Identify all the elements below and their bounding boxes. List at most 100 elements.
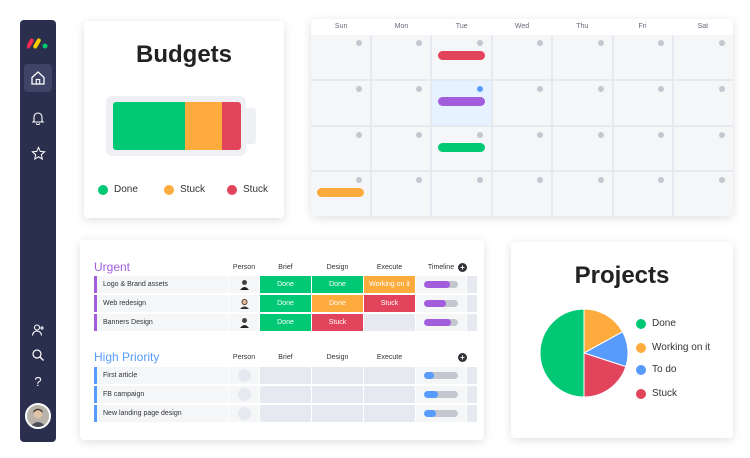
calendar-cell[interactable] [674, 80, 733, 125]
table-row[interactable]: Banners Design Done Stuck [94, 314, 477, 331]
calendar-cell[interactable] [613, 35, 673, 79]
status-cell[interactable]: Stuck [364, 295, 415, 312]
status-cell[interactable] [364, 367, 415, 384]
pie-slice-stuck[interactable] [583, 352, 627, 398]
calendar-cell[interactable] [311, 172, 370, 216]
calendar-cell[interactable] [432, 126, 491, 171]
calendar-cell[interactable] [553, 172, 612, 216]
add-person-icon[interactable] [24, 316, 52, 344]
status-cell[interactable]: Done [312, 276, 363, 293]
item-name[interactable]: First article [94, 367, 228, 384]
timeline-cell[interactable] [416, 295, 466, 312]
status-cell[interactable] [260, 367, 311, 384]
pie-slice-done[interactable] [539, 308, 585, 398]
status-cell[interactable] [312, 367, 363, 384]
person-avatar-icon [239, 318, 249, 328]
calendar-cell[interactable] [492, 172, 552, 216]
calendar-cell[interactable] [674, 35, 733, 79]
person-cell[interactable] [229, 367, 259, 384]
event-pill[interactable] [438, 51, 485, 60]
help-icon[interactable]: ? [34, 373, 42, 389]
event-pill[interactable] [438, 96, 485, 106]
table-row[interactable]: First article [94, 367, 477, 384]
event-pill[interactable] [317, 188, 364, 198]
search-icon[interactable] [24, 341, 52, 369]
empty-person-icon [237, 388, 251, 401]
calendar-cell[interactable] [371, 172, 431, 216]
item-name[interactable]: Logo & Brand assets [94, 276, 228, 293]
calendar-cell[interactable] [432, 35, 491, 79]
status-cell[interactable] [364, 314, 415, 331]
status-cell[interactable] [260, 405, 311, 422]
timeline-cell[interactable] [416, 386, 466, 403]
calendar-cell[interactable] [371, 126, 431, 171]
column-header: Person [232, 264, 256, 271]
column-header: Person [232, 354, 256, 361]
calendar-cell-today[interactable] [432, 80, 491, 125]
status-cell[interactable]: Done [260, 314, 311, 331]
add-column-button[interactable]: + [458, 353, 467, 362]
monday-logo-icon[interactable] [27, 34, 49, 50]
calendar-cell[interactable] [492, 80, 552, 125]
status-cell[interactable] [260, 386, 311, 403]
status-cell[interactable] [312, 405, 363, 422]
column-header: Brief [278, 264, 293, 271]
table-row[interactable]: Logo & Brand assets Done Done Working on… [94, 276, 477, 293]
calendar-cell[interactable] [613, 80, 673, 125]
calendar-cell[interactable] [492, 35, 552, 79]
column-header: Design [326, 264, 349, 271]
timeline-cell[interactable] [416, 276, 466, 293]
calendar-cell[interactable] [674, 126, 733, 171]
group-title-high-priority[interactable]: High Priority [94, 350, 160, 364]
calendar-cell[interactable] [613, 126, 673, 171]
status-cell[interactable]: Stuck [312, 314, 363, 331]
calendar-cell[interactable] [311, 80, 370, 125]
star-icon[interactable] [24, 139, 52, 167]
person-cell[interactable] [229, 276, 259, 293]
calendar-cell[interactable] [311, 35, 370, 79]
status-cell[interactable] [364, 405, 415, 422]
calendar-cell[interactable] [553, 126, 612, 171]
pie-slice-working-on-it[interactable] [583, 308, 624, 354]
calendar-cell[interactable] [553, 80, 612, 125]
table-row[interactable]: FB campaign [94, 386, 477, 403]
legend-item: Done [636, 318, 676, 329]
legend-label: Stuck [243, 184, 269, 195]
person-cell[interactable] [229, 386, 259, 403]
calendar-cell[interactable] [311, 126, 370, 171]
person-cell[interactable] [229, 314, 259, 331]
legend-item: Working on it [636, 342, 710, 353]
table-row[interactable]: New landing page design [94, 405, 477, 422]
timeline-cell[interactable] [416, 367, 466, 384]
status-cell[interactable] [364, 386, 415, 403]
calendar-cell[interactable] [492, 126, 552, 171]
status-cell[interactable]: Done [260, 276, 311, 293]
calendar-cell[interactable] [371, 80, 431, 125]
avatar[interactable] [25, 403, 51, 429]
timeline-cell[interactable] [416, 314, 466, 331]
status-cell[interactable]: Working on it [364, 276, 415, 293]
timeline-fill [424, 281, 450, 288]
person-cell[interactable] [229, 405, 259, 422]
item-name[interactable]: Web redesign [94, 295, 228, 312]
item-name[interactable]: FB campaign [94, 386, 228, 403]
item-name[interactable]: Banners Design [94, 314, 228, 331]
calendar-cell[interactable] [432, 172, 491, 216]
add-column-button[interactable]: + [458, 263, 467, 272]
calendar-cell[interactable] [674, 172, 733, 216]
home-icon[interactable] [24, 64, 52, 92]
calendar-cell[interactable] [613, 172, 673, 216]
item-name[interactable]: New landing page design [94, 405, 228, 422]
status-cell[interactable]: Done [312, 295, 363, 312]
table-row[interactable]: Web redesign Done Done Stuck [94, 295, 477, 312]
timeline-cell[interactable] [416, 405, 466, 422]
person-cell[interactable] [229, 295, 259, 312]
calendar-cell[interactable] [553, 35, 612, 79]
timeline-bar [424, 391, 458, 398]
calendar-cell[interactable] [371, 35, 431, 79]
status-cell[interactable] [312, 386, 363, 403]
event-pill[interactable] [438, 142, 485, 152]
bell-icon[interactable] [24, 104, 52, 132]
group-title-urgent[interactable]: Urgent [94, 260, 131, 274]
status-cell[interactable]: Done [260, 295, 311, 312]
